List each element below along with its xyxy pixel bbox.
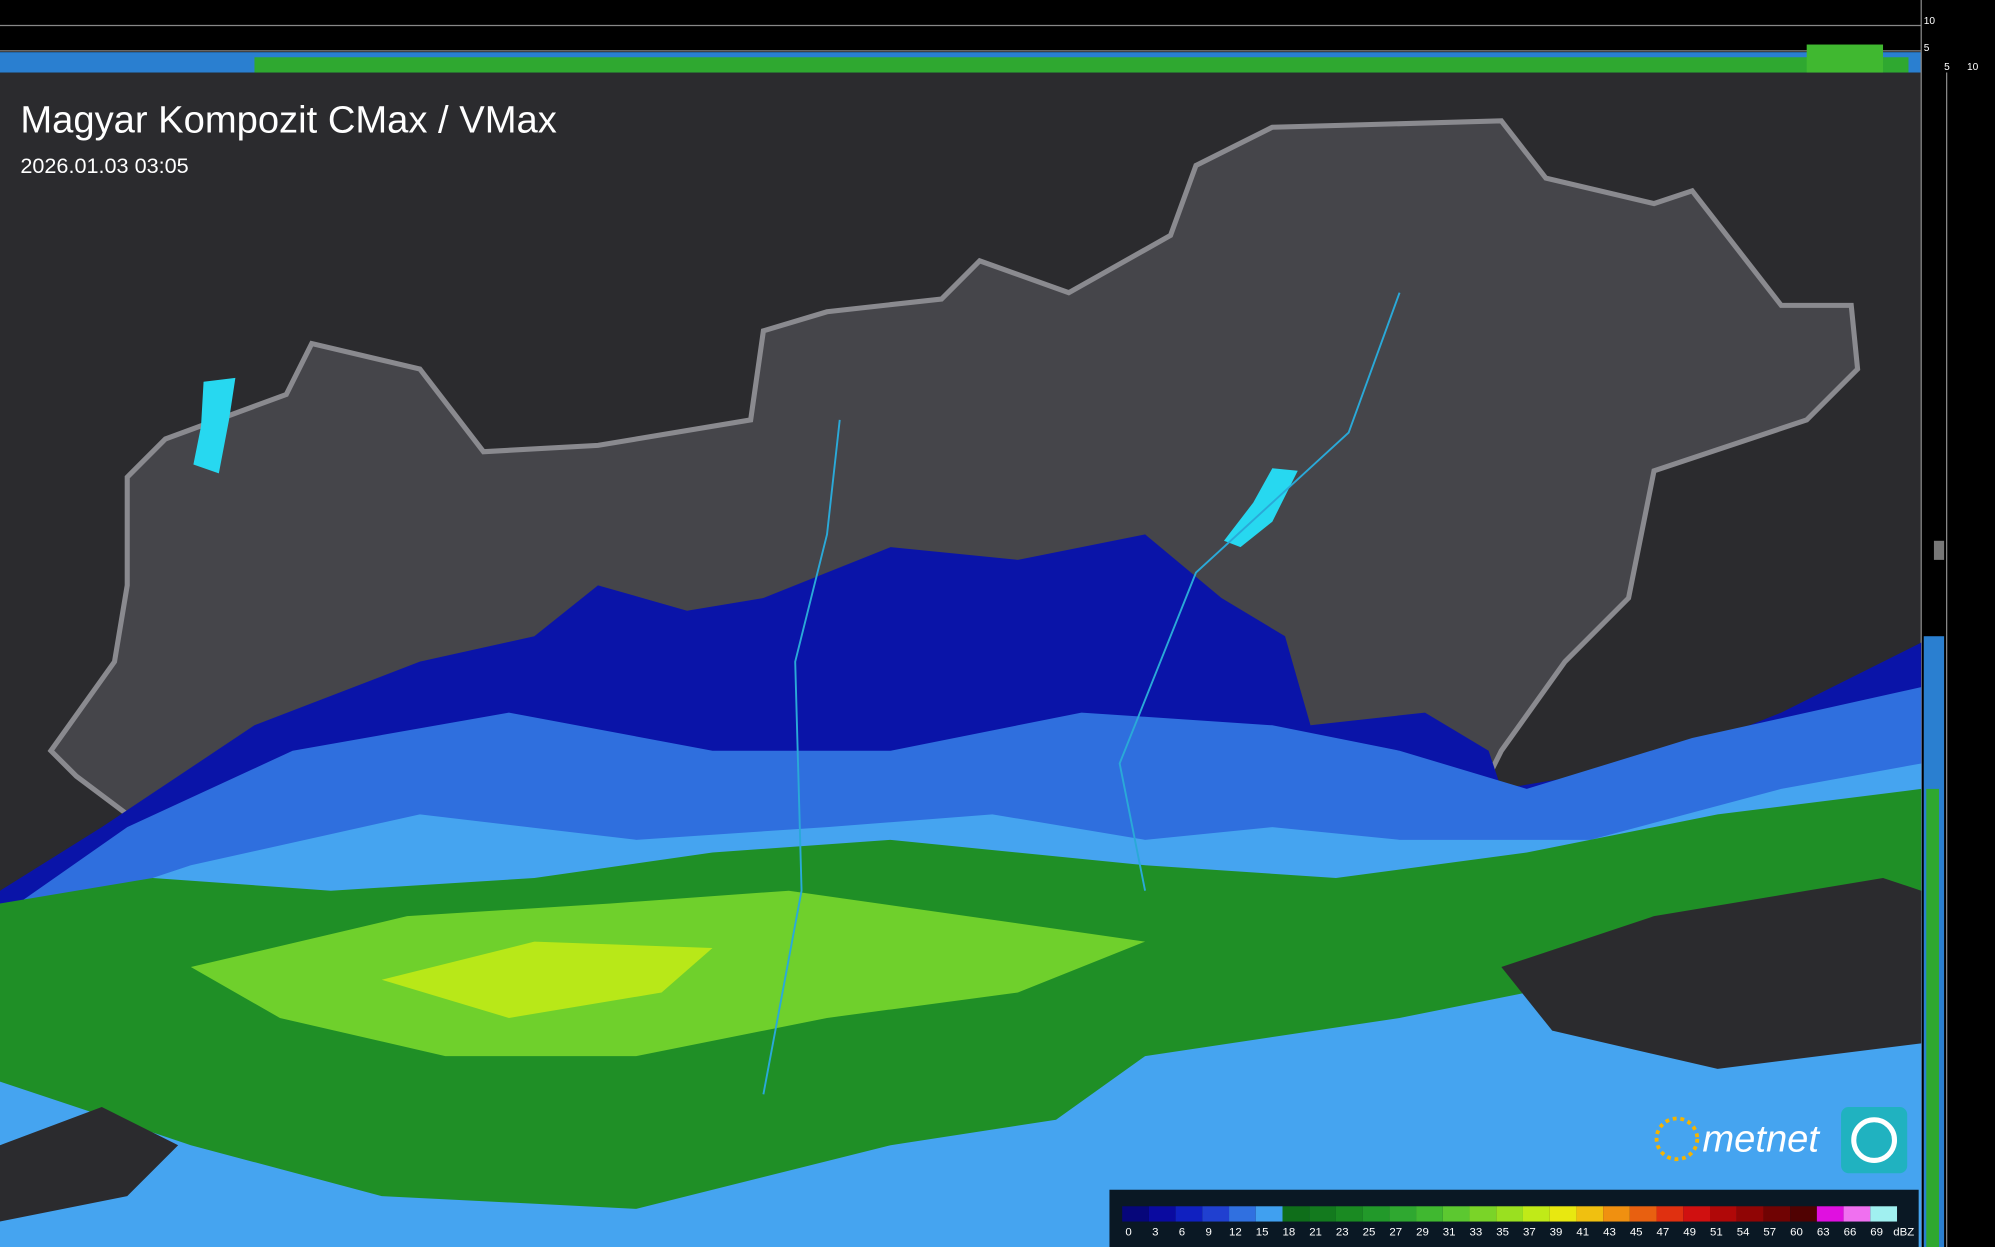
legend-label: 39 [1550,1227,1563,1239]
legend-label: 0 [1125,1227,1131,1239]
legend-label: 45 [1630,1227,1643,1239]
legend-swatch [1790,1206,1817,1222]
legend-label: 3 [1152,1227,1158,1239]
legend-swatch [1576,1206,1604,1222]
legend-label: 37 [1523,1227,1536,1239]
legend-swatch [1496,1206,1523,1222]
lake [1223,468,1298,548]
legend-label: 29 [1416,1227,1429,1239]
river [1118,292,1401,891]
legend-swatch [1309,1206,1336,1222]
legend-label: 21 [1309,1227,1322,1239]
legend-label: 12 [1229,1227,1242,1239]
legend-label: 49 [1683,1227,1696,1239]
legend-swatch [1629,1206,1657,1222]
legend-label: 23 [1336,1227,1349,1239]
legend-swatch [1122,1206,1149,1222]
profile-strip [1933,540,1945,560]
legend-label: 69 [1870,1227,1883,1239]
legend-label: 47 [1657,1227,1670,1239]
scale-label: 10 [1924,16,1936,27]
legend-swatch [1549,1206,1577,1222]
legend-label: 27 [1389,1227,1402,1239]
legend-swatch [1469,1206,1497,1222]
legend-label: 33 [1470,1227,1483,1239]
legend-swatch [1522,1206,1550,1222]
timestamp: 2026.01.03 03:05 [20,153,188,178]
profile-strip [1806,44,1884,73]
logo-icon [1851,1117,1898,1164]
legend-label: 15 [1256,1227,1269,1239]
scale-label: 5 [1924,43,1930,54]
legend-swatch [1710,1206,1737,1222]
legend-label: 66 [1844,1227,1857,1239]
legend-swatch [1843,1206,1871,1222]
legend-swatch [1656,1206,1684,1222]
profile-strip [1926,788,1940,1247]
legend-label: 31 [1443,1227,1456,1239]
legend-swatch [1255,1206,1283,1222]
legend-swatch [1603,1206,1630,1222]
legend-swatch [1362,1206,1390,1222]
legend-swatch [1442,1206,1470,1222]
legend-label: 41 [1576,1227,1589,1239]
legend-swatch [1736,1206,1764,1222]
legend-swatch [1389,1206,1417,1222]
legend-swatch [1282,1206,1310,1222]
legend-label: 54 [1737,1227,1750,1239]
scale-label: 5 [1944,62,1950,73]
legend-label: 63 [1817,1227,1830,1239]
logo-text: metnet [1702,1118,1820,1161]
legend-label: 9 [1206,1227,1212,1239]
profile-strip [254,57,1909,73]
legend-label: 25 [1363,1227,1376,1239]
terrain [1501,877,1922,1069]
legend-swatch [1175,1206,1203,1222]
legend-label: 35 [1496,1227,1509,1239]
lake [193,377,236,474]
legend-swatch [1335,1206,1363,1222]
legend-swatch [1683,1206,1710,1222]
title: Magyar Kompozit CMax / VMax [20,98,556,141]
radar-echo [381,941,713,1018]
legend-swatch [1416,1206,1443,1222]
legend-swatch [1816,1206,1844,1222]
legend-swatch [1202,1206,1230,1222]
legend-swatch [1763,1206,1791,1222]
legend-label: 60 [1790,1227,1803,1239]
scale-label: 10 [1967,62,1979,73]
legend-swatch [1229,1206,1256,1222]
terrain [0,1107,179,1222]
river [762,419,841,1095]
legend-label: 6 [1179,1227,1185,1239]
legend-label: 43 [1603,1227,1616,1239]
legend-swatch [1870,1206,1898,1222]
legend-label: 57 [1763,1227,1776,1239]
legend-unit: dBZ [1893,1227,1914,1239]
legend-label: 18 [1282,1227,1295,1239]
legend: 0 3 6 9 12 15 18 21 23 25 27 29 31 33 35 37 39 41 43 45 47 49… [1122,1206,1914,1239]
legend-label: 51 [1710,1227,1723,1239]
logo-icon [1841,1107,1908,1174]
legend-swatch [1148,1206,1176,1222]
